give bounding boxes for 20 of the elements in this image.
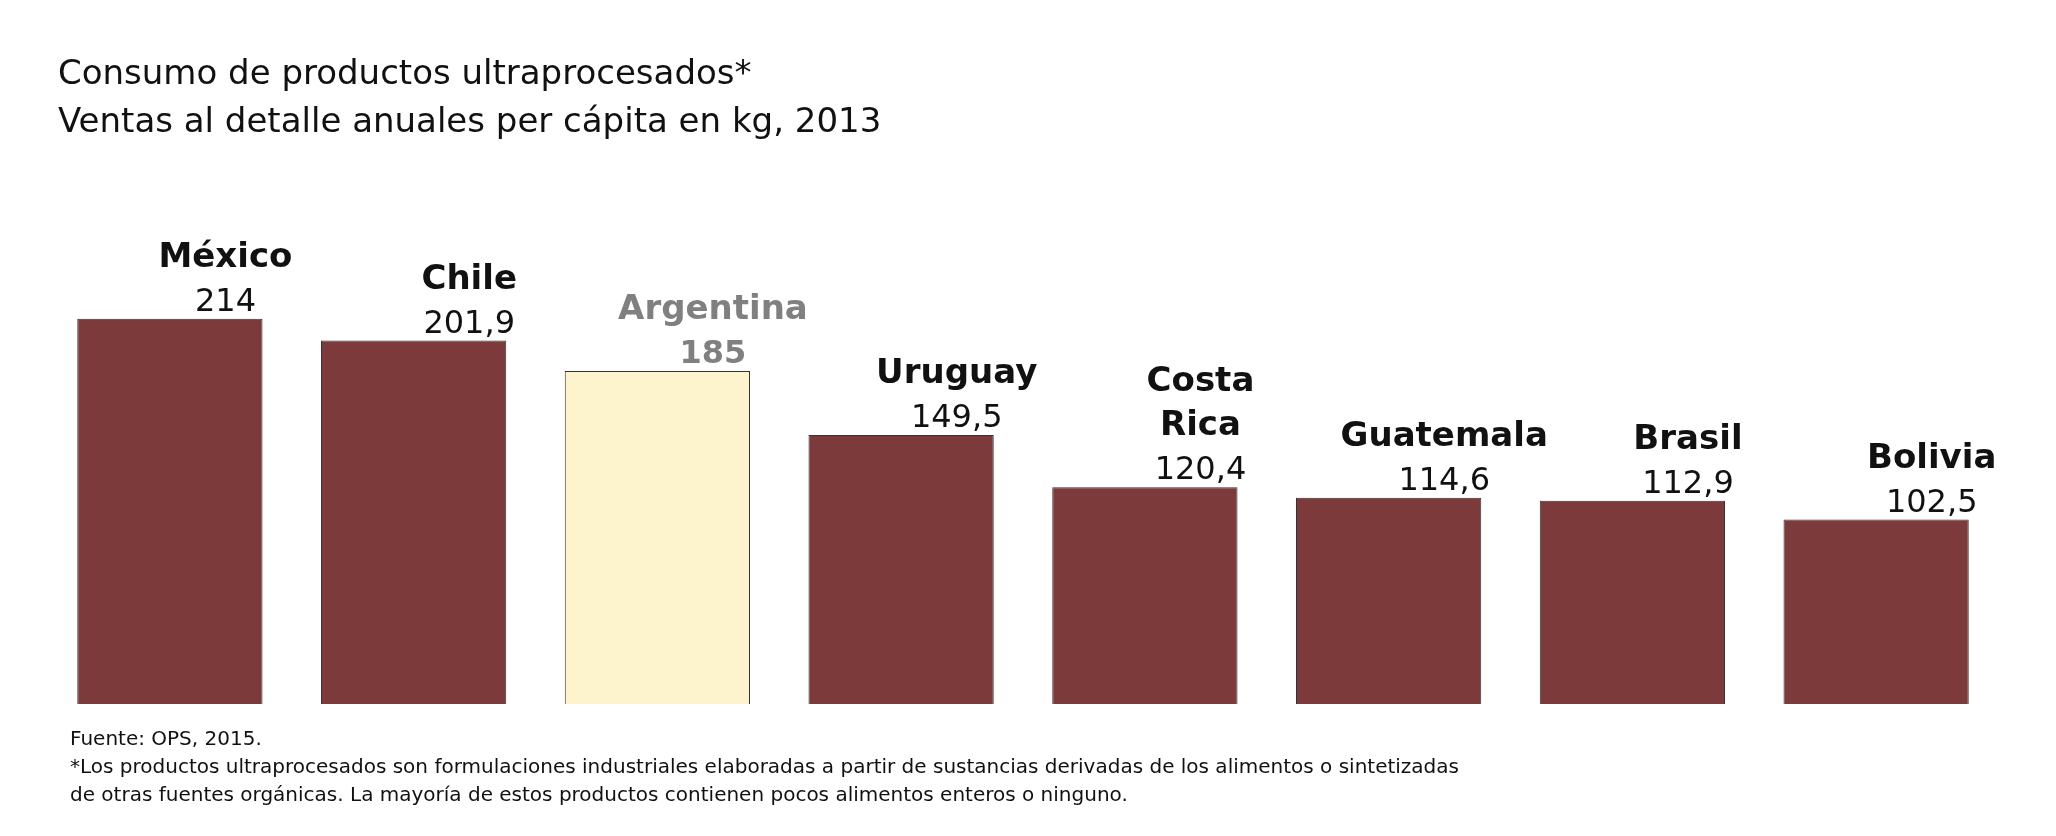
data-label: 185 <box>679 333 747 371</box>
x-tick-label: Chile <box>421 256 517 297</box>
chart-title: Consumo de productos ultraprocesados* <box>58 51 753 94</box>
data-label: 102,5 <box>1885 481 1978 520</box>
x-tick-label: Guatemala <box>1340 413 1548 454</box>
chart-subtitle: Ventas al detalle anuales per cápita en kg, 2013 <box>58 99 883 142</box>
data-label: 112,9 <box>1642 462 1734 501</box>
data-label: 201,9 <box>423 302 515 341</box>
data-label: 149,5 <box>910 396 1003 435</box>
data-label: 120,4 <box>1154 449 1247 488</box>
x-tick-label: Brasil <box>1633 416 1743 457</box>
data-label: 214 <box>194 280 256 319</box>
x-tick-label: Bolivia <box>1867 435 1997 476</box>
source-note: Fuente: OPS, 2015. <box>70 725 263 752</box>
x-tick-label: Uruguay <box>876 350 1038 391</box>
x-tick-label: Costa Rica <box>1146 359 1255 444</box>
x-tick-label: Argentina <box>618 287 808 327</box>
text: *Los productos ultraprocesados son formulaciones industriales elaboradas a partir de sustancias derivadas de los alimentos o sintetizadas de otras fuentes orgánicas. La mayoría de estos productos contienen pocos alimentos enteros o ninguno. <box>70 753 1460 808</box>
data-label: 114,6 <box>1398 459 1490 498</box>
x-tick-label: México <box>158 234 293 275</box>
